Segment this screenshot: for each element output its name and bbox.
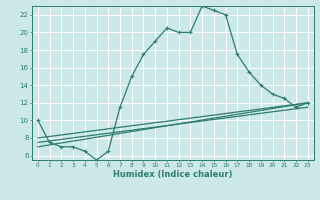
X-axis label: Humidex (Indice chaleur): Humidex (Indice chaleur) (113, 170, 233, 179)
